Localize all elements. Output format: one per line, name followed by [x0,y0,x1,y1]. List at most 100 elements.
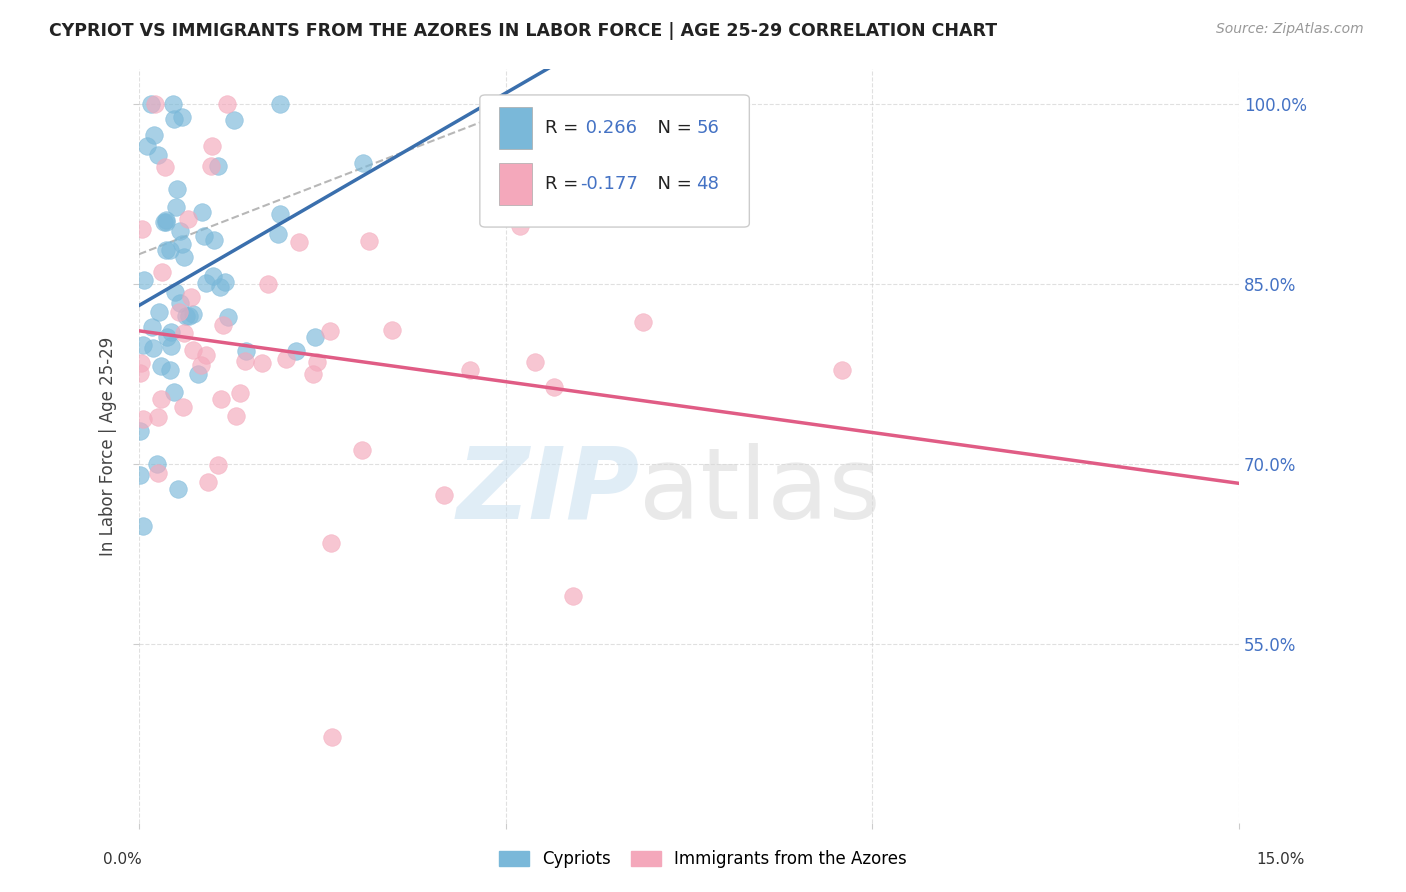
Point [187,367,209,381]
Point [169,295,191,310]
Point [146,457,169,471]
Point [631,315,654,329]
Text: 0.266: 0.266 [579,119,637,136]
Point [162,97,184,112]
Point [433,488,456,502]
Point [321,536,343,550]
Point [215,97,238,112]
Point [212,318,235,333]
Point [169,224,191,238]
Point [173,250,195,264]
Point [172,237,194,252]
Point [352,156,374,170]
Point [194,276,217,290]
Point [177,309,200,323]
Point [302,368,325,382]
Point [207,458,229,472]
Point [304,330,326,344]
Point [250,355,273,369]
Point [181,307,204,321]
Text: 56: 56 [696,119,720,136]
Point [357,235,380,249]
Point [132,412,155,426]
Point [163,384,186,399]
Point [148,305,170,319]
Text: 0.0%: 0.0% [103,852,142,867]
Point [160,325,183,339]
Point [155,215,177,229]
Point [163,112,186,126]
Point [167,482,190,496]
Point [190,359,212,373]
Point [352,442,374,457]
Point [269,97,291,112]
Point [207,159,229,173]
Point [165,200,187,214]
Point [235,344,257,359]
Point [321,731,343,745]
Point [233,354,256,368]
Legend: Cypriots, Immigrants from the Azores: Cypriots, Immigrants from the Azores [492,844,914,875]
Point [458,363,481,377]
Point [153,160,176,174]
Point [132,273,155,287]
Point [257,277,280,291]
Point [177,212,200,227]
Point [143,97,166,112]
Point [173,326,195,340]
Text: Source: ZipAtlas.com: Source: ZipAtlas.com [1216,22,1364,37]
Point [267,227,290,241]
Point [543,379,565,393]
Point [217,310,239,325]
Y-axis label: In Labor Force | Age 25-29: In Labor Force | Age 25-29 [100,336,117,556]
Point [142,341,165,355]
Point [163,285,186,300]
Point [190,205,212,219]
Point [831,363,853,377]
Point [202,233,225,247]
Point [305,355,328,369]
Point [155,213,177,227]
Point [197,475,219,490]
Point [524,354,547,368]
Point [141,319,163,334]
Point [201,139,224,153]
Point [159,363,181,377]
Point [155,243,177,257]
Point [146,148,169,162]
Point [200,159,222,173]
Point [129,467,152,482]
Point [167,305,190,319]
Point [132,338,155,352]
Point [319,325,342,339]
Text: CYPRIOT VS IMMIGRANTS FROM THE AZORES IN LABOR FORCE | AGE 25-29 CORRELATION CHA: CYPRIOT VS IMMIGRANTS FROM THE AZORES IN… [49,22,997,40]
Text: 15.0%: 15.0% [1257,852,1305,867]
Point [143,128,166,142]
Point [172,401,194,415]
Point [195,348,218,362]
Text: R =: R = [544,119,583,136]
Point [202,268,225,283]
Point [209,392,232,407]
Point [150,264,173,278]
Point [172,110,194,124]
Text: ZIP: ZIP [457,442,640,540]
Point [146,466,169,480]
Point [160,339,183,353]
Point [284,343,307,358]
Point [148,409,170,424]
Text: N =: N = [645,119,697,136]
Point [156,330,179,344]
FancyBboxPatch shape [499,107,531,149]
Point [181,343,204,357]
Point [224,112,246,127]
Point [174,309,197,323]
Point [153,215,176,229]
Point [228,385,250,400]
Point [149,392,172,406]
Point [136,138,159,153]
Text: N =: N = [645,175,697,193]
FancyBboxPatch shape [479,95,749,227]
Point [131,221,153,235]
Point [139,97,162,112]
